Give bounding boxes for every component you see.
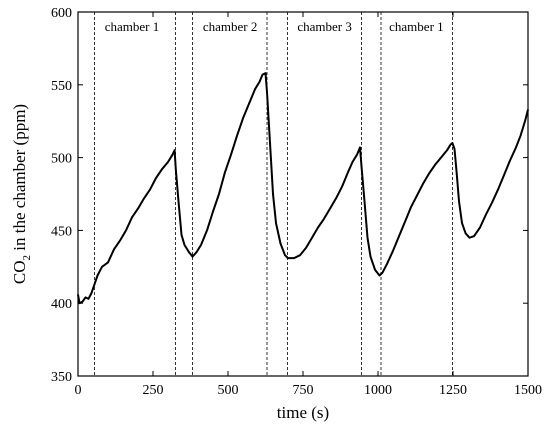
chamber-label: chamber 2: [203, 19, 258, 34]
y-tick-label: 550: [51, 79, 72, 94]
x-tick-label: 1250: [439, 383, 467, 398]
x-tick-label: 1500: [514, 383, 542, 398]
chamber-label: chamber 3: [297, 19, 352, 34]
x-tick-label: 750: [293, 383, 314, 398]
y-tick-label: 450: [51, 224, 72, 239]
series-line: [77, 72, 529, 305]
chamber-label: chamber 1: [105, 19, 160, 34]
x-axis-ticks: 0 250 500 750 1000 1250 1500: [75, 12, 542, 398]
y-axis-ticks: 350 400 450 500 550 600: [51, 6, 528, 385]
chamber-annotations: chamber 1 chamber 2 chamber 3 chamber 1: [105, 19, 444, 34]
y-axis-label: CO2 in the chamber (ppm): [10, 104, 33, 284]
x-tick-label: 0: [75, 383, 82, 398]
x-tick-label: 500: [218, 383, 239, 398]
plot-frame: [77, 11, 529, 377]
y-tick-label: 500: [51, 152, 72, 167]
x-tick-label: 1000: [364, 383, 392, 398]
chamber-divider-lines: [94, 12, 453, 376]
y-tick-label: 350: [51, 370, 72, 385]
chamber-label: chamber 1: [389, 19, 444, 34]
x-axis-label: time (s): [277, 403, 329, 422]
y-tick-label: 600: [51, 6, 72, 21]
y-tick-label: 400: [51, 297, 72, 312]
co2-series: [77, 72, 529, 305]
x-tick-label: 250: [143, 383, 164, 398]
